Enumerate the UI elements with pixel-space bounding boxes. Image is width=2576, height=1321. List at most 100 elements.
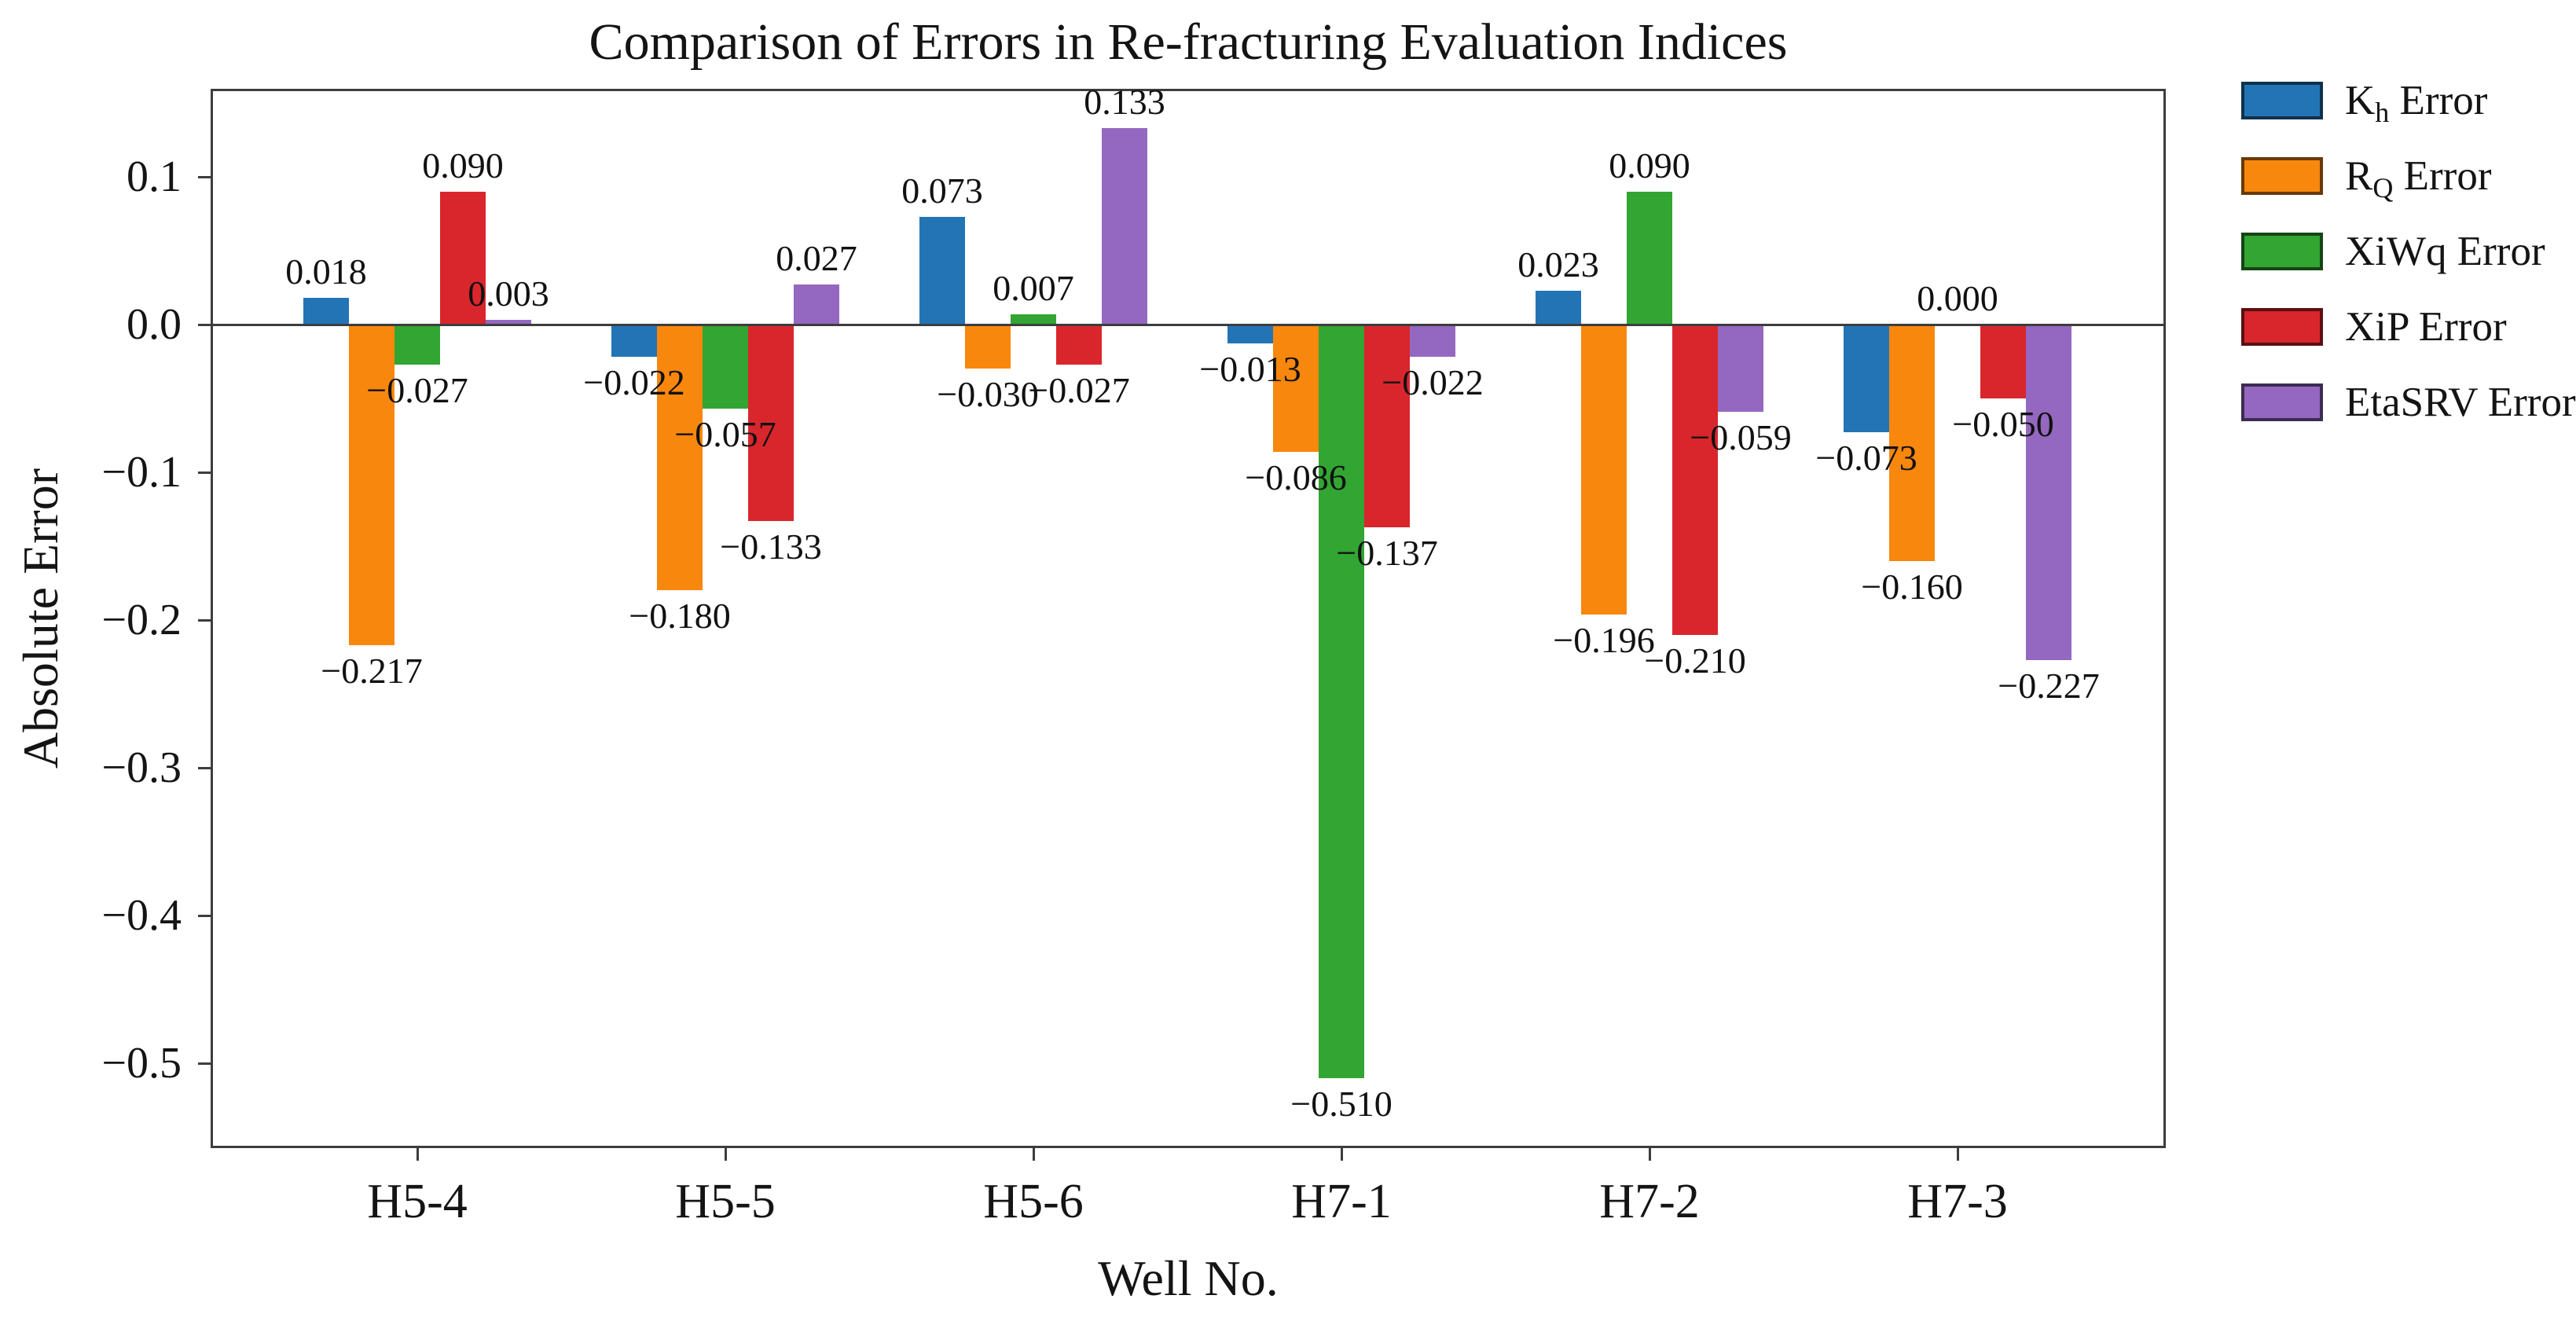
bar-xiwq-error-H5-4 <box>394 325 440 365</box>
legend-item-etasrv-error: EtaSRV Error <box>2241 381 2576 423</box>
bar-value-label: 0.000 <box>1917 278 1998 319</box>
bar-xip-error-H5-5 <box>748 325 794 522</box>
bar-kh-error-H7-3 <box>1844 325 1889 433</box>
bar-etasrv-error-H7-2 <box>1718 325 1763 412</box>
x-tick-mark <box>1956 1148 1959 1161</box>
bar-value-label: −0.030 <box>937 374 1039 415</box>
bar-kh-error-H7-2 <box>1536 290 1581 325</box>
legend-swatch-icon <box>2241 82 2323 119</box>
legend-label: XiP Error <box>2345 303 2507 350</box>
bar-kh-error-H5-6 <box>919 216 965 325</box>
bar-value-label: 0.023 <box>1517 244 1599 284</box>
y-tick-label: −0.1 <box>101 448 182 497</box>
y-tick-label: −0.2 <box>101 596 182 645</box>
bar-xiwq-error-H7-1 <box>1319 325 1364 1078</box>
bar-value-label: 0.073 <box>901 170 983 211</box>
bar-etasrv-error-H7-1 <box>1410 325 1455 358</box>
bar-xip-error-H7-1 <box>1364 325 1410 527</box>
y-tick-label: −0.5 <box>101 1039 182 1088</box>
legend-label: EtaSRV Error <box>2345 379 2576 425</box>
y-tick-label: 0.0 <box>127 300 182 350</box>
bar-value-label: −0.227 <box>1998 665 2100 706</box>
x-tick-label: H7-1 <box>1291 1175 1392 1228</box>
bar-value-label: −0.059 <box>1690 416 1792 457</box>
bar-xiwq-error-H7-2 <box>1627 191 1672 325</box>
bar-etasrv-error-H5-5 <box>794 284 839 325</box>
y-tick-mark <box>198 618 211 622</box>
plot-area: 0.1 0.0 −0.1 −0.2 −0.3 −0.4 −0.5 H5-4 H5-5 H5-6 H… <box>101 84 2166 1226</box>
bar-etasrv-error-H5-6 <box>1102 128 1147 325</box>
legend-label: XiWq Error <box>2345 228 2545 274</box>
bar-value-label: −0.057 <box>674 414 776 455</box>
bar-value-label: 0.007 <box>993 267 1074 308</box>
legend-swatch-icon <box>2241 233 2323 270</box>
x-tick-mark <box>416 1148 419 1161</box>
bar-rq-error-H5-5 <box>657 325 703 591</box>
legend-label: RQ Error <box>2345 152 2492 204</box>
y-tick-mark <box>198 914 211 917</box>
bar-value-label: −0.133 <box>720 527 822 567</box>
y-tick-label: 0.1 <box>127 152 182 202</box>
legend-swatch-icon <box>2241 383 2323 421</box>
x-tick-label: H5-5 <box>675 1175 776 1228</box>
x-tick-mark <box>1648 1148 1651 1161</box>
x-tick-label: H5-6 <box>983 1175 1084 1228</box>
bar-rq-error-H7-3 <box>1889 325 1935 561</box>
y-tick-label: −0.3 <box>101 743 182 793</box>
bar-kh-error-H5-4 <box>303 298 349 325</box>
bar-value-label: −0.510 <box>1290 1083 1393 1124</box>
zero-baseline <box>213 323 2163 326</box>
y-tick-mark <box>198 766 211 769</box>
bar-value-label: −0.013 <box>1199 349 1301 390</box>
bar-value-label: 0.090 <box>422 145 504 185</box>
bar-rq-error-H7-1 <box>1273 325 1319 452</box>
bar-value-label: −0.160 <box>1861 566 1963 607</box>
x-axis-title: Well No. <box>1098 1250 1279 1306</box>
bar-xiwq-error-H5-5 <box>703 325 748 409</box>
bar-value-label: 0.027 <box>776 238 857 279</box>
bar-xip-error-H5-4 <box>440 191 486 325</box>
bar-value-label: −0.210 <box>1644 640 1746 681</box>
bar-rq-error-H7-2 <box>1581 325 1627 615</box>
legend-item-kh-error: Kh Error <box>2241 77 2571 128</box>
y-tick-label: −0.4 <box>101 891 182 941</box>
bar-xip-error-H5-6 <box>1056 325 1102 365</box>
bar-kh-error-H5-5 <box>611 325 657 358</box>
y-tick-mark <box>198 323 211 326</box>
bar-rq-error-H5-4 <box>349 325 394 646</box>
y-tick-mark <box>198 471 211 474</box>
legend-item-rq-error: RQ Error <box>2241 152 2571 204</box>
bar-kh-error-H7-1 <box>1227 325 1273 344</box>
chart-title: Comparison of Errors in Re-fracturing Ev… <box>589 13 1788 71</box>
bar-value-label: 0.090 <box>1609 145 1690 185</box>
bar-value-label: 0.133 <box>1084 82 1165 123</box>
bar-value-label: −0.196 <box>1553 619 1655 660</box>
bar-value-label: −0.022 <box>583 362 685 403</box>
bar-value-label: 0.003 <box>468 273 549 314</box>
bar-value-label: −0.217 <box>321 651 423 692</box>
bar-value-label: −0.137 <box>1336 532 1438 573</box>
legend-item-xiwq-error: XiWq Error <box>2241 228 2571 274</box>
bar-value-label: −0.050 <box>1952 404 2054 445</box>
bar-etasrv-error-H5-4 <box>486 320 531 325</box>
legend-swatch-icon <box>2241 157 2323 195</box>
y-tick-mark <box>198 175 211 178</box>
bar-xip-error-H7-3 <box>1980 325 2026 399</box>
bar-value-label: −0.022 <box>1382 362 1484 403</box>
bar-rq-error-H5-6 <box>965 325 1011 369</box>
x-tick-mark <box>1340 1148 1343 1161</box>
legend-swatch-icon <box>2241 308 2323 346</box>
bar-value-label: −0.027 <box>1028 369 1130 410</box>
bar-value-label: −0.086 <box>1245 457 1347 497</box>
x-tick-label: H7-3 <box>1907 1175 2008 1228</box>
bar-xiwq-error-H5-6 <box>1011 314 1056 325</box>
x-tick-mark <box>724 1148 727 1161</box>
x-tick-label: H7-2 <box>1599 1175 1700 1228</box>
bar-value-label: 0.018 <box>285 251 367 292</box>
legend-label: Kh Error <box>2345 77 2488 128</box>
bar-value-label: −0.180 <box>629 596 731 637</box>
y-tick-mark <box>198 1062 211 1065</box>
bar-etasrv-error-H7-3 <box>2026 325 2071 660</box>
bar-value-label: −0.027 <box>366 369 468 410</box>
